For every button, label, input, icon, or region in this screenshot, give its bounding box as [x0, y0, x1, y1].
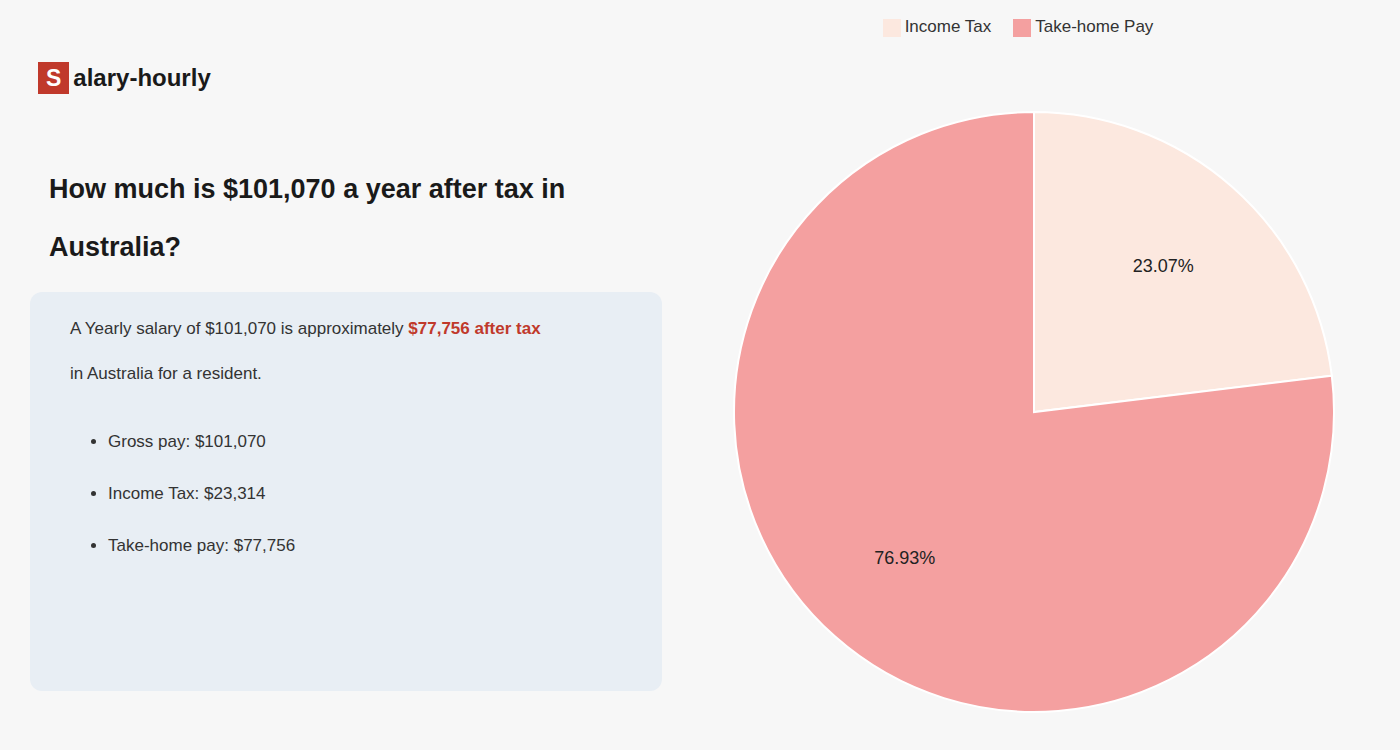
html-text:Take-home Pay: Take-home Pay: [1035, 17, 1154, 36]
html-text:Take-home pay: $77,756: Take-home pay: $77,756: [108, 536, 296, 555]
html-text:A Yearly salary of $101,070 is: A Yearly salary of $101,070 is approxima…: [70, 319, 541, 338]
html-text:Income Tax: Income Tax: [904, 17, 992, 36]
svg-text:76.93%: 76.93%: [874, 548, 935, 568]
html-text:Income Tax: $23,314: Income Tax: $23,314: [108, 484, 266, 503]
html-text:How much is $101,070 a year af: How much is $101,070 a year after tax in…: [49, 174, 566, 262]
html-text:S: S: [46, 65, 62, 91]
html-text:Gross pay: $101,070: Gross pay: $101,070: [108, 432, 266, 451]
html-text:alary-hourly: alary-hourly: [73, 64, 211, 91]
svg-text:23.07%: 23.07%: [1133, 256, 1194, 276]
html-text:in Australia for a resident.: in Australia for a resident.: [70, 364, 262, 383]
